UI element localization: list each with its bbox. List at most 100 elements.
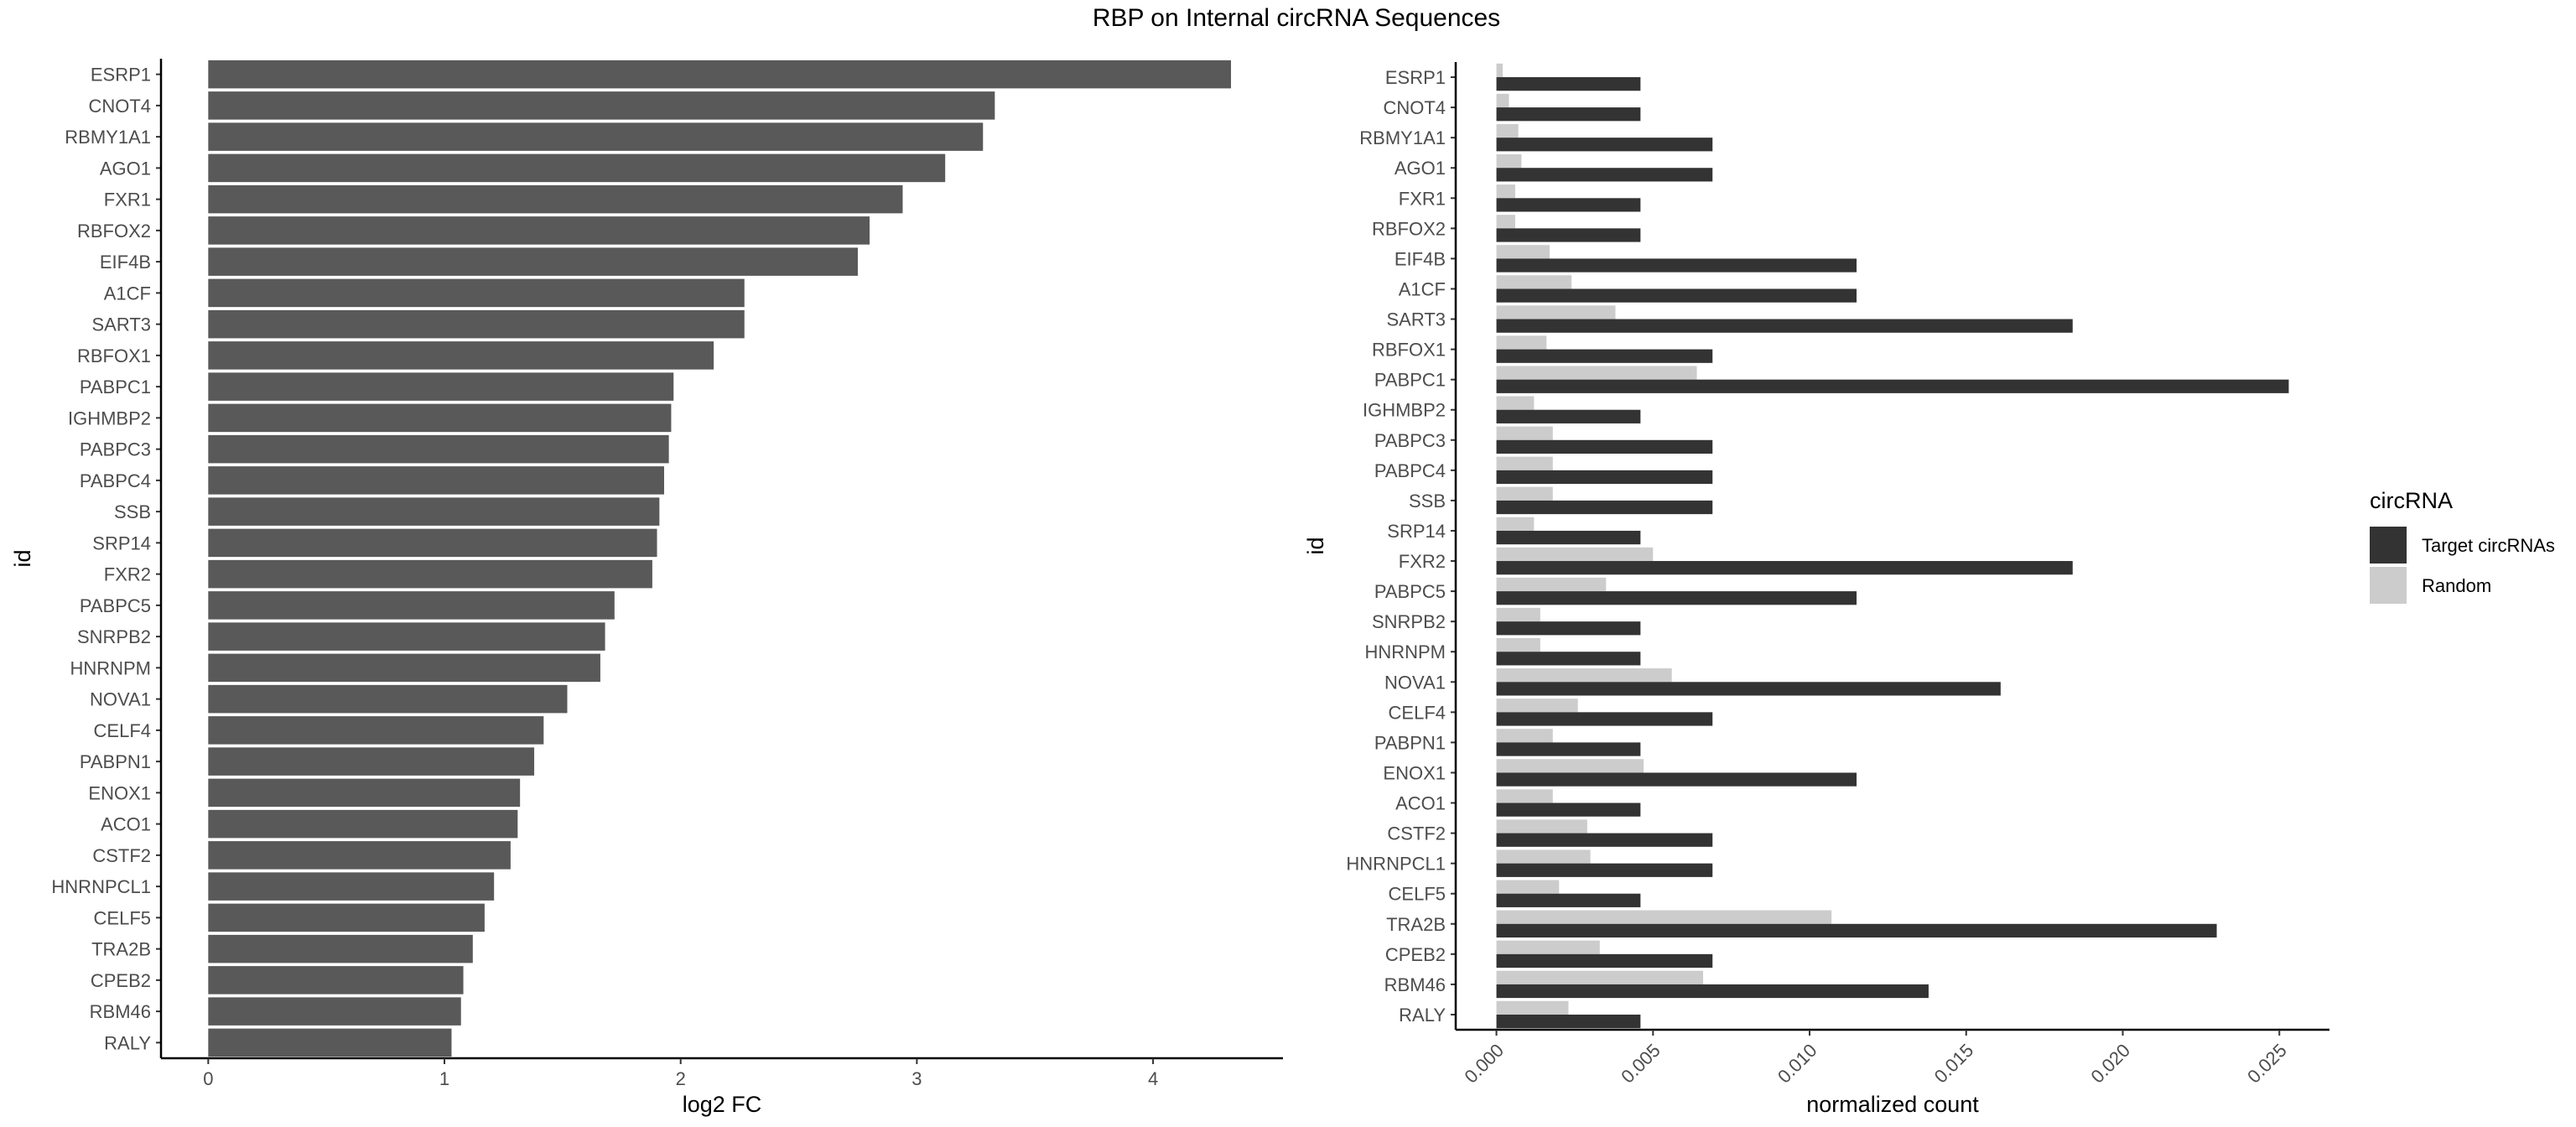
- bar-random-a1cf: [1496, 275, 1572, 289]
- y-tick-label-ago1: AGO1: [1394, 158, 1446, 179]
- y-tick-label-rbmy1a1: RBMY1A1: [1359, 127, 1446, 148]
- bar-target-pabpc4: [1496, 470, 1713, 485]
- bar-celf4: [208, 716, 544, 745]
- y-tick-label-cstf2: CSTF2: [1387, 823, 1446, 844]
- x-tick-label: 0.005: [1617, 1040, 1665, 1088]
- y-tick-label-cpeb2: CPEB2: [1385, 944, 1446, 965]
- bar-random-pabpc3: [1496, 426, 1553, 440]
- bar-random-cpeb2: [1496, 940, 1600, 954]
- log2fc-panel: ESRP1 CNOT4 RBMY1A1 AGO1 FXR1 RBFOX2 EIF4B A1CF…: [10, 59, 1283, 1117]
- y-tick-label-fxr2: FXR2: [1399, 551, 1446, 572]
- y-tick-label-esrp1: ESRP1: [91, 65, 151, 86]
- bar-esrp1: [208, 60, 1232, 89]
- bar-random-snrpb2: [1496, 607, 1540, 622]
- x-tick-label: 2: [676, 1068, 686, 1089]
- y-tick-label-rbfox1: RBFOX1: [1372, 340, 1446, 361]
- bar-srp14: [208, 528, 657, 558]
- bar-random-hnrnpm: [1496, 637, 1540, 652]
- y-tick-label-sart3: SART3: [1386, 309, 1446, 330]
- x-tick-label: 0.025: [2243, 1040, 2291, 1088]
- bar-random-nova1: [1496, 668, 1672, 683]
- bar-target-esrp1: [1496, 77, 1641, 91]
- bar-target-ssb: [1496, 500, 1713, 515]
- bar-random-raly: [1496, 1000, 1569, 1015]
- bar-random-cnot4: [1496, 93, 1509, 108]
- bar-target-pabpn1: [1496, 742, 1641, 756]
- bar-target-a1cf: [1496, 288, 1857, 303]
- y-tick-label-nova1: NOVA1: [90, 689, 151, 710]
- y-tick-label-ssb: SSB: [1409, 491, 1446, 512]
- bar-rbm46: [208, 997, 461, 1026]
- bar-target-hnrnpcl1: [1496, 863, 1713, 877]
- bar-rbfox2: [208, 216, 870, 245]
- bar-target-nova1: [1496, 682, 2001, 696]
- bar-raly: [208, 1028, 452, 1057]
- bar-ssb: [208, 497, 660, 526]
- legend-swatch-target-circrnas: [2370, 527, 2407, 564]
- y-tick-label-aco1: ACO1: [1395, 793, 1446, 814]
- x-tick-label: 0: [203, 1068, 213, 1089]
- bar-target-rbfox1: [1496, 349, 1713, 363]
- legend-label-target-circrnas: Target circRNAs: [2422, 535, 2555, 556]
- bar-cstf2: [208, 841, 511, 870]
- y-tick-label-hnrnpcl1: HNRNPCL1: [51, 876, 151, 897]
- y-tick-label-a1cf: A1CF: [104, 283, 151, 304]
- y-tick-label-cnot4: CNOT4: [1383, 97, 1446, 118]
- y-tick-label-pabpn1: PABPN1: [1374, 732, 1446, 753]
- y-tick-label-raly: RALY: [1399, 1005, 1446, 1026]
- legend-label-random: Random: [2422, 575, 2491, 596]
- y-tick-label-rbfox2: RBFOX2: [77, 221, 151, 242]
- bar-target-pabpc1: [1496, 379, 2289, 393]
- bar-pabpc4: [208, 466, 664, 495]
- y-tick-label-pabpc4: PABPC4: [80, 470, 151, 491]
- bar-snrpb2: [208, 622, 605, 651]
- bar-random-pabpc4: [1496, 456, 1553, 470]
- y-tick-label-eif4b: EIF4B: [100, 252, 151, 273]
- bar-target-srp14: [1496, 530, 1641, 545]
- bar-random-esrp1: [1496, 63, 1504, 78]
- y-tick-label-pabpc3: PABPC3: [80, 439, 151, 460]
- bar-random-ago1: [1496, 153, 1522, 169]
- bar-target-pabpc3: [1496, 439, 1713, 454]
- bar-aco1: [208, 809, 518, 839]
- bar-random-celf5: [1496, 880, 1560, 894]
- y-tick-label-enox1: ENOX1: [1383, 762, 1446, 783]
- bar-target-cpeb2: [1496, 953, 1713, 969]
- bar-target-aco1: [1496, 802, 1641, 817]
- y-tick-label-snrpb2: SNRPB2: [77, 626, 151, 647]
- bar-random-pabpc1: [1496, 366, 1697, 380]
- legend-title: circRNA: [2370, 488, 2453, 513]
- y-tick-label-a1cf: A1CF: [1399, 278, 1446, 299]
- y-tick-label-celf4: CELF4: [94, 720, 151, 741]
- y-tick-label-rbmy1a1: RBMY1A1: [65, 127, 151, 148]
- y-tick-label-enox1: ENOX1: [88, 782, 151, 803]
- y-tick-label-rbm46: RBM46: [1384, 974, 1446, 995]
- y-tick-label-pabpn1: PABPN1: [80, 751, 151, 772]
- y-tick-label-fxr2: FXR2: [104, 564, 151, 585]
- y-tick-label-rbm46: RBM46: [90, 1001, 151, 1022]
- legend: circRNA Target circRNAs Random: [2370, 488, 2555, 604]
- y-tick-label-aco1: ACO1: [101, 814, 151, 835]
- y-tick-label-ssb: SSB: [114, 501, 151, 522]
- bar-target-rbm46: [1496, 984, 1929, 999]
- bar-cpeb2: [208, 966, 464, 995]
- x-tick-label: 1: [439, 1068, 449, 1089]
- bar-target-fxr1: [1496, 198, 1641, 212]
- bar-random-pabpc5: [1496, 577, 1607, 592]
- bar-target-ago1: [1496, 168, 1713, 182]
- bar-random-aco1: [1496, 789, 1553, 803]
- y-tick-label-pabpc1: PABPC1: [80, 377, 151, 397]
- y-tick-label-hnrnpm: HNRNPM: [1364, 641, 1446, 662]
- bar-random-sart3: [1496, 305, 1616, 319]
- y-axis-title: id: [10, 549, 35, 567]
- bar-random-rbmy1a1: [1496, 123, 1519, 138]
- y-axis-title: id: [1303, 537, 1328, 554]
- bar-sart3: [208, 309, 745, 339]
- bar-random-fxr2: [1496, 547, 1654, 562]
- bar-target-rbmy1a1: [1496, 138, 1713, 152]
- y-tick-label-celf5: CELF5: [94, 907, 151, 928]
- y-tick-label-fxr1: FXR1: [1399, 188, 1446, 209]
- y-tick-label-hnrnpm: HNRNPM: [70, 657, 151, 678]
- bar-target-raly: [1496, 1014, 1641, 1029]
